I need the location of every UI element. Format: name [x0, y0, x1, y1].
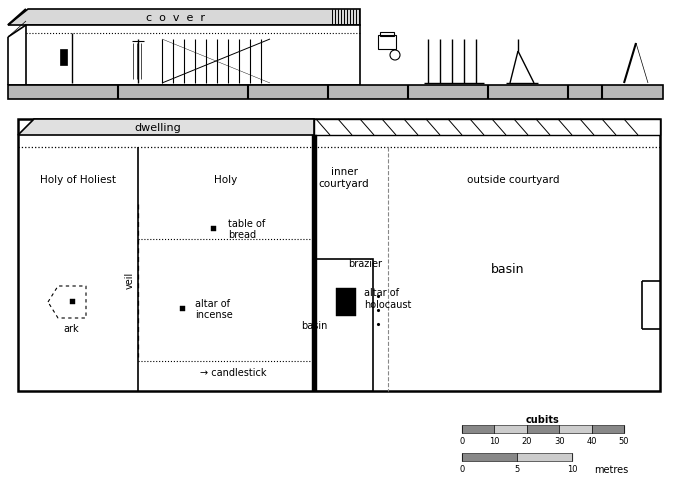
Text: outside courtyard: outside courtyard: [466, 175, 560, 185]
Bar: [591, 425, 624, 433]
Bar: [60, 50, 67, 66]
Text: ark: ark: [63, 324, 79, 333]
Bar: [462, 425, 494, 433]
Text: 30: 30: [554, 437, 564, 445]
Text: holocaust: holocaust: [364, 300, 411, 309]
Text: 20: 20: [522, 437, 532, 445]
Text: veil: veil: [125, 271, 135, 288]
Polygon shape: [18, 120, 314, 136]
Bar: [336, 288, 356, 316]
Text: inner: inner: [331, 167, 358, 177]
Bar: [378, 36, 396, 50]
Text: altar of: altar of: [195, 299, 230, 308]
Text: altar of: altar of: [364, 288, 399, 298]
Text: 10: 10: [489, 437, 500, 445]
Text: Holy: Holy: [215, 175, 238, 185]
Text: metres: metres: [594, 464, 628, 474]
Text: 10: 10: [567, 465, 577, 473]
Bar: [18, 120, 660, 391]
Bar: [180, 306, 185, 312]
Bar: [211, 227, 216, 231]
Text: table of: table of: [228, 218, 265, 228]
Text: 50: 50: [619, 437, 629, 445]
Bar: [70, 300, 75, 304]
Text: 5: 5: [514, 465, 520, 473]
Text: 0: 0: [460, 465, 464, 473]
Bar: [559, 425, 591, 433]
Bar: [26, 26, 360, 86]
Text: c  o  v  e  r: c o v e r: [146, 13, 205, 23]
Bar: [526, 425, 559, 433]
Text: dwelling: dwelling: [134, 123, 182, 133]
Text: → candlestick: → candlestick: [200, 367, 266, 377]
Text: bread: bread: [228, 229, 256, 240]
Bar: [517, 453, 572, 461]
Text: basin: basin: [301, 320, 327, 330]
Bar: [314, 120, 660, 136]
Text: cubits: cubits: [525, 414, 559, 424]
Text: basin: basin: [491, 263, 524, 276]
Bar: [494, 425, 526, 433]
Bar: [380, 33, 394, 37]
Bar: [8, 86, 663, 100]
Bar: [462, 453, 517, 461]
Bar: [312, 136, 317, 391]
Text: brazier: brazier: [348, 258, 382, 268]
Text: 0: 0: [460, 437, 464, 445]
Text: courtyard: courtyard: [319, 179, 369, 189]
Text: incense: incense: [195, 309, 233, 319]
Text: Holy of Holiest: Holy of Holiest: [40, 175, 116, 185]
Bar: [315, 260, 373, 391]
Text: 40: 40: [587, 437, 597, 445]
Polygon shape: [8, 10, 360, 26]
